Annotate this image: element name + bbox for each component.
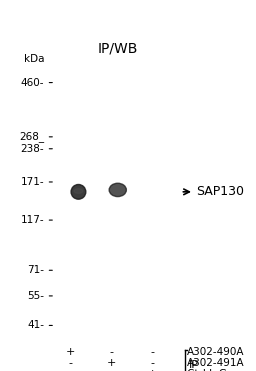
Text: -: -	[150, 358, 154, 368]
Text: -: -	[109, 347, 113, 357]
Text: +: +	[66, 347, 75, 357]
Ellipse shape	[109, 183, 126, 197]
Text: IP/WB: IP/WB	[98, 42, 138, 56]
Text: 117-: 117-	[20, 215, 44, 225]
Text: -: -	[109, 370, 113, 371]
Ellipse shape	[74, 189, 83, 193]
Text: SAP130: SAP130	[196, 186, 244, 198]
Ellipse shape	[113, 187, 123, 191]
Ellipse shape	[71, 184, 86, 199]
Text: 268_: 268_	[19, 131, 44, 142]
Text: +: +	[148, 370, 157, 371]
Text: +: +	[107, 358, 116, 368]
Text: 55-: 55-	[27, 291, 44, 301]
Text: -: -	[68, 358, 72, 368]
Text: kDa: kDa	[24, 53, 44, 63]
Text: 171-: 171-	[20, 177, 44, 187]
Text: A302-490A: A302-490A	[187, 347, 244, 357]
Text: 238-: 238-	[20, 144, 44, 154]
Text: IP: IP	[188, 360, 198, 370]
Text: 71-: 71-	[27, 265, 44, 275]
Text: -: -	[68, 370, 72, 371]
Text: -: -	[150, 347, 154, 357]
Text: 41-: 41-	[27, 321, 44, 331]
Text: A302-491A: A302-491A	[187, 358, 244, 368]
Text: Ctrl IgG: Ctrl IgG	[187, 370, 227, 371]
Text: 460-: 460-	[20, 78, 44, 88]
